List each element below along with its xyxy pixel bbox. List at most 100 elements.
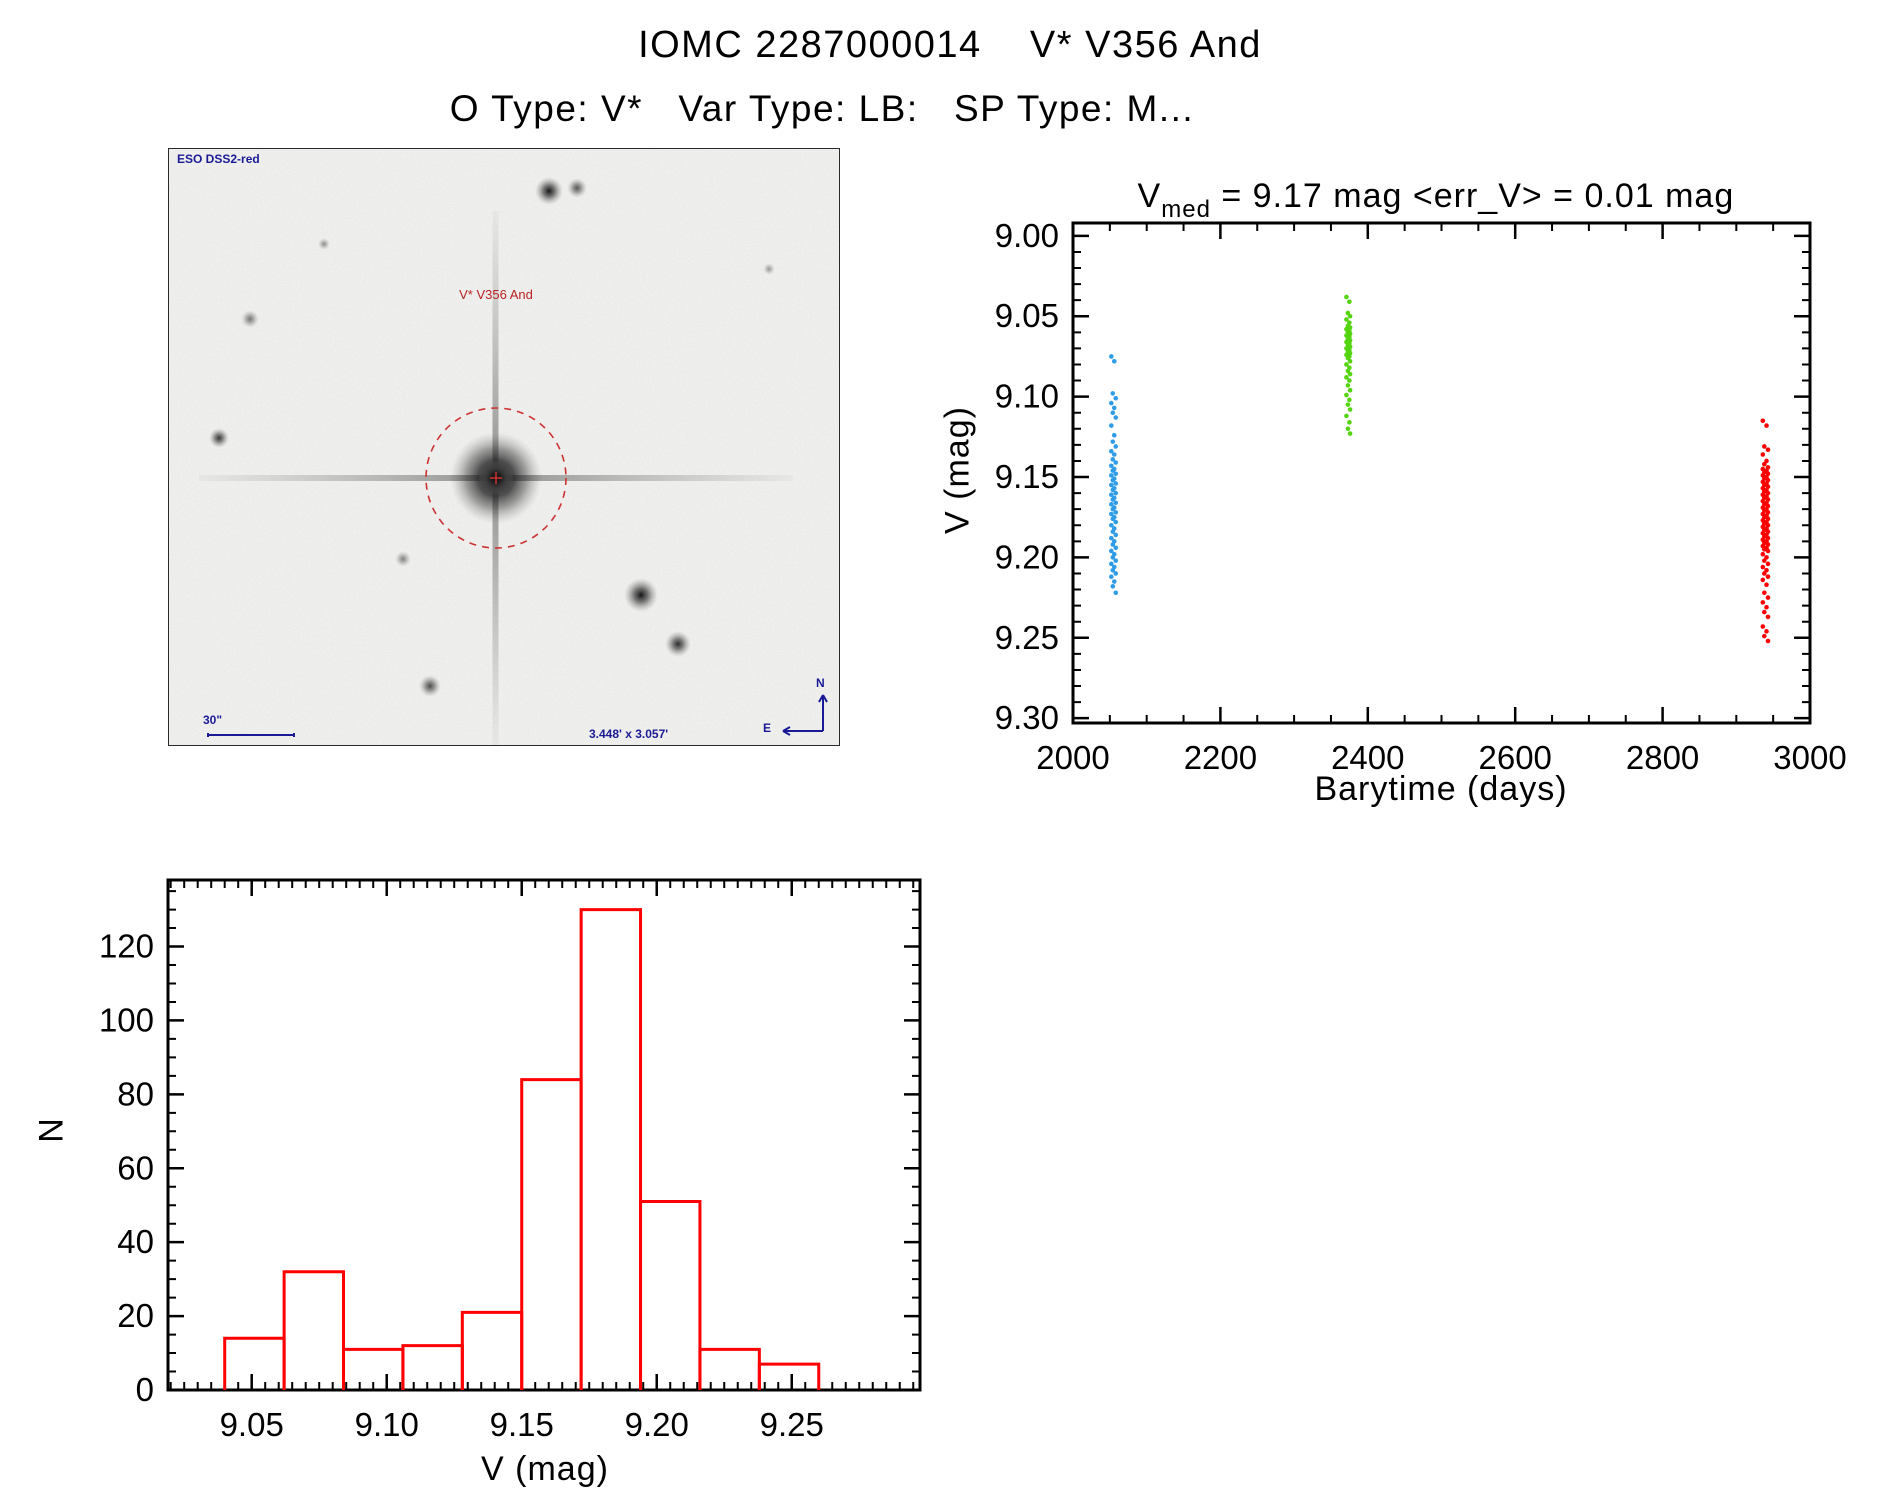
histogram-bar	[460, 1310, 524, 1390]
y-tick-label: 9.05	[995, 297, 1059, 334]
data-point	[1109, 448, 1114, 454]
data-point	[1110, 497, 1116, 502]
data-point	[1345, 368, 1351, 374]
data-point	[1113, 460, 1119, 465]
data-point	[1109, 522, 1114, 528]
x-tick-label: 9.15	[490, 1406, 554, 1443]
y-tick-label: 0	[136, 1371, 154, 1408]
data-point	[1109, 482, 1114, 488]
lightcurve-xlabel: Barytime (days)	[1314, 770, 1568, 808]
data-point	[1109, 574, 1114, 579]
histogram-bar	[520, 1078, 583, 1390]
data-point	[1347, 378, 1352, 383]
field-star	[624, 578, 658, 612]
series-epoch-2	[1344, 294, 1353, 436]
data-point	[1109, 511, 1114, 517]
data-point	[1764, 458, 1769, 464]
x-tick-label: 3000	[1773, 739, 1846, 776]
x-tick-label: 2800	[1626, 739, 1699, 776]
data-point	[1109, 535, 1114, 541]
data-point	[1109, 354, 1114, 359]
data-point	[1113, 500, 1119, 506]
data-point	[1347, 371, 1353, 377]
y-tick-label: 9.30	[995, 699, 1059, 736]
data-point	[1110, 439, 1116, 444]
data-point	[1111, 579, 1117, 584]
data-point	[1113, 415, 1119, 420]
data-point	[1760, 551, 1766, 557]
data-point	[1764, 604, 1769, 610]
data-point	[1760, 452, 1766, 457]
data-point	[1762, 590, 1767, 596]
data-point	[1110, 410, 1116, 416]
data-point	[1110, 584, 1116, 589]
data-point	[1111, 432, 1117, 438]
plot-frame	[1071, 221, 1812, 725]
data-point	[1345, 426, 1351, 432]
x-tick-label: 2600	[1478, 739, 1551, 776]
data-point	[1347, 387, 1353, 393]
data-point	[1765, 614, 1771, 620]
data-point	[1344, 317, 1349, 322]
data-point	[1113, 519, 1119, 525]
data-point	[1110, 487, 1116, 493]
data-point	[1110, 506, 1116, 512]
data-point	[1345, 310, 1351, 316]
data-point	[1109, 473, 1114, 478]
histogram-bars	[223, 908, 821, 1390]
data-point	[1347, 431, 1353, 436]
scale-bar	[207, 733, 295, 737]
y-tick-label: 9.00	[995, 217, 1059, 254]
data-point	[1764, 555, 1769, 560]
data-point	[1113, 558, 1119, 563]
field-star	[665, 631, 691, 657]
x-tick-label: 2200	[1184, 739, 1257, 776]
lightcurve-plot: 2000 2200 2400 2600 2800 3000 9.00 9.05 9.10 9.15…	[995, 217, 1847, 776]
y-tick-label: 40	[117, 1223, 154, 1260]
data-point	[1113, 481, 1119, 486]
x-tick-label: 2400	[1331, 739, 1404, 776]
page-title: IOMC 2287000014 V* V356 And	[638, 24, 1262, 66]
field-size-label: 3.448' x 3.057'	[589, 727, 669, 741]
star-field-graphic	[169, 149, 839, 745]
data-point	[1111, 358, 1117, 364]
lightcurve-title-prefix: V	[1137, 177, 1162, 215]
data-point	[1347, 407, 1353, 412]
data-point	[1113, 532, 1119, 538]
data-point	[1344, 294, 1349, 300]
field-star	[395, 551, 411, 567]
series-epoch-1	[1109, 354, 1119, 596]
field-star	[567, 178, 587, 198]
data-point	[1110, 555, 1116, 560]
data-point	[1760, 624, 1766, 629]
data-point	[1765, 548, 1771, 554]
data-point	[1109, 492, 1114, 498]
compass-icon	[782, 694, 828, 736]
data-point	[1109, 502, 1114, 507]
data-point	[1113, 545, 1119, 551]
histogram-bar	[223, 1336, 286, 1390]
field-star	[763, 263, 775, 275]
lightcurve-title: Vmed = 9.17 mag <err_V> = 0.01 mag	[1096, 138, 1735, 263]
y-tick-label: 80	[117, 1075, 154, 1112]
data-point	[1345, 383, 1351, 388]
data-point	[1113, 490, 1119, 496]
data-point	[1113, 590, 1119, 596]
x-tick-label: 9.05	[220, 1406, 284, 1443]
data-point	[1762, 633, 1767, 639]
y-tick-label: 9.10	[995, 378, 1059, 415]
data-point	[1113, 395, 1119, 401]
page-subtitle: O Type: V* Var Type: LB: SP Type: M...	[449, 88, 1195, 129]
data-point	[1111, 452, 1117, 457]
data-point	[1762, 547, 1767, 552]
x-tick-label: 2000	[1036, 739, 1109, 776]
field-star	[209, 428, 229, 448]
data-point	[1345, 355, 1351, 361]
data-point	[1764, 629, 1769, 634]
histogram-bar	[639, 1200, 702, 1390]
data-point	[1765, 447, 1771, 452]
x-tick-label: 9.20	[625, 1406, 689, 1443]
data-point	[1113, 471, 1119, 477]
data-point	[1760, 418, 1766, 424]
data-point	[1760, 577, 1766, 583]
